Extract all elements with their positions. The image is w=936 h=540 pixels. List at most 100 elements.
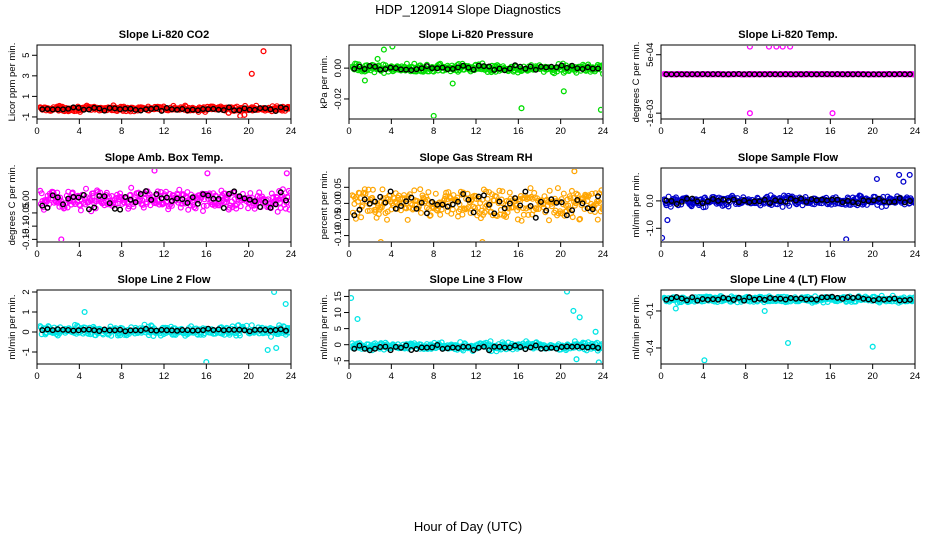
hourly-mean-point — [798, 195, 805, 202]
scatter-points — [38, 291, 290, 363]
hourly-mean-point — [158, 107, 165, 114]
hourly-mean-point — [96, 328, 103, 335]
panel-title: Slope Line 2 Flow — [118, 274, 211, 286]
panel-2: Slope Li-820 Pressure 0 4 8 12 16 20 24 -0.02 0.0… — [319, 29, 608, 137]
series-point — [600, 71, 602, 77]
hourly-mean-point — [272, 107, 279, 114]
outlier-point — [283, 170, 290, 177]
y-tick-label: -5 — [333, 357, 344, 365]
hourly-mean-point — [512, 195, 519, 202]
series-point — [489, 191, 496, 198]
hourly-mean-point — [730, 296, 737, 303]
hourly-mean-point — [813, 296, 820, 303]
hourly-mean-point — [496, 65, 503, 72]
series-point — [523, 205, 530, 212]
hourly-mean-point — [829, 293, 836, 300]
y-axis-label: ml/min per min. — [631, 295, 642, 360]
hourly-mean-point — [735, 199, 742, 206]
hourly-mean-point — [725, 197, 732, 204]
hourly-mean-point — [137, 107, 144, 114]
hourly-mean-point — [398, 344, 405, 351]
hourly-mean-point — [283, 327, 290, 334]
series-point — [459, 211, 466, 218]
hourly-mean-point — [839, 295, 846, 302]
y-tick-label: -0.02 — [333, 88, 344, 110]
series-point — [64, 204, 71, 211]
hourly-mean-point — [563, 212, 570, 219]
hourly-mean-point — [694, 297, 701, 304]
hourly-mean-point — [756, 198, 763, 205]
series-point — [358, 214, 365, 221]
series-point — [432, 190, 439, 197]
y-tick-label: 5 — [333, 326, 344, 331]
hourly-mean-point — [413, 346, 420, 353]
hourly-mean-point — [351, 212, 358, 219]
x-tick-label: 12 — [783, 126, 794, 137]
hourly-mean-point — [215, 326, 222, 333]
series-point — [467, 210, 474, 217]
hourly-mean-point — [673, 200, 680, 207]
hourly-mean-point — [689, 294, 696, 301]
hourly-mean-point — [455, 345, 462, 352]
scatter-points — [350, 169, 602, 241]
hourly-mean-point — [142, 188, 149, 195]
series-point — [504, 209, 511, 216]
series-point — [546, 187, 553, 194]
x-tick-label: 4 — [701, 371, 706, 382]
series-point — [82, 185, 89, 192]
hourly-mean-point — [850, 294, 857, 301]
series-point — [525, 211, 532, 218]
x-tick-label: 16 — [201, 126, 212, 137]
hourly-mean-point — [532, 66, 539, 73]
outlier-point — [873, 175, 880, 183]
hourly-mean-point — [392, 205, 399, 212]
plot-frame — [348, 289, 604, 365]
hourly-mean-point — [137, 327, 144, 334]
series-point — [527, 185, 534, 192]
hourly-mean-point — [595, 65, 602, 72]
series-point — [157, 332, 164, 339]
y-axis-label: kPa per min. — [319, 55, 330, 108]
x-tick-label: 8 — [743, 126, 748, 137]
scatter-points — [350, 46, 602, 118]
hourly-mean-point — [480, 192, 487, 199]
hourly-mean-point — [148, 196, 155, 203]
plot-frame — [660, 44, 916, 120]
x-tick-label: 24 — [910, 126, 921, 137]
hourly-mean-point — [465, 343, 472, 350]
series-point — [568, 187, 575, 194]
hourly-mean-point — [163, 194, 170, 201]
series-point — [569, 214, 576, 221]
y-tick-label: 0.00 — [21, 190, 32, 209]
hourly-mean-point — [668, 197, 675, 204]
x-tick-label: 4 — [701, 249, 706, 260]
hourly-mean-point — [741, 297, 748, 304]
outlier-point — [260, 48, 267, 55]
panel-4: Slope Amb. Box Temp. 0 4 8 12 16 20 24 -0.15-0.1… — [7, 152, 296, 260]
plot-frame — [348, 44, 604, 120]
x-tick-label: 0 — [34, 371, 39, 382]
y-tick-label: 2 — [21, 289, 32, 294]
hourly-mean-point — [844, 197, 851, 204]
outlier-point — [896, 171, 903, 178]
series-point — [89, 193, 96, 200]
hourly-mean-point — [532, 214, 539, 221]
hourly-mean-point — [85, 106, 92, 113]
hourly-mean-point — [49, 192, 56, 199]
outlier-point — [380, 46, 387, 53]
hourly-mean-point — [262, 326, 269, 333]
hourly-mean-point — [361, 65, 368, 72]
x-tick-label: 0 — [34, 126, 39, 137]
series-point — [588, 190, 595, 197]
series-point — [286, 206, 290, 213]
scatter-points — [350, 291, 602, 363]
outlier-point — [900, 178, 907, 185]
series-point — [77, 207, 84, 214]
x-tick-label: 24 — [286, 249, 297, 260]
y-tick-label: 0.00 — [333, 59, 344, 78]
hourly-mean-point — [70, 193, 77, 200]
hourly-mean-point — [220, 204, 227, 211]
outlier-point — [151, 169, 158, 174]
hourly-mean-point — [153, 191, 160, 198]
hourly-mean-point — [678, 198, 685, 205]
